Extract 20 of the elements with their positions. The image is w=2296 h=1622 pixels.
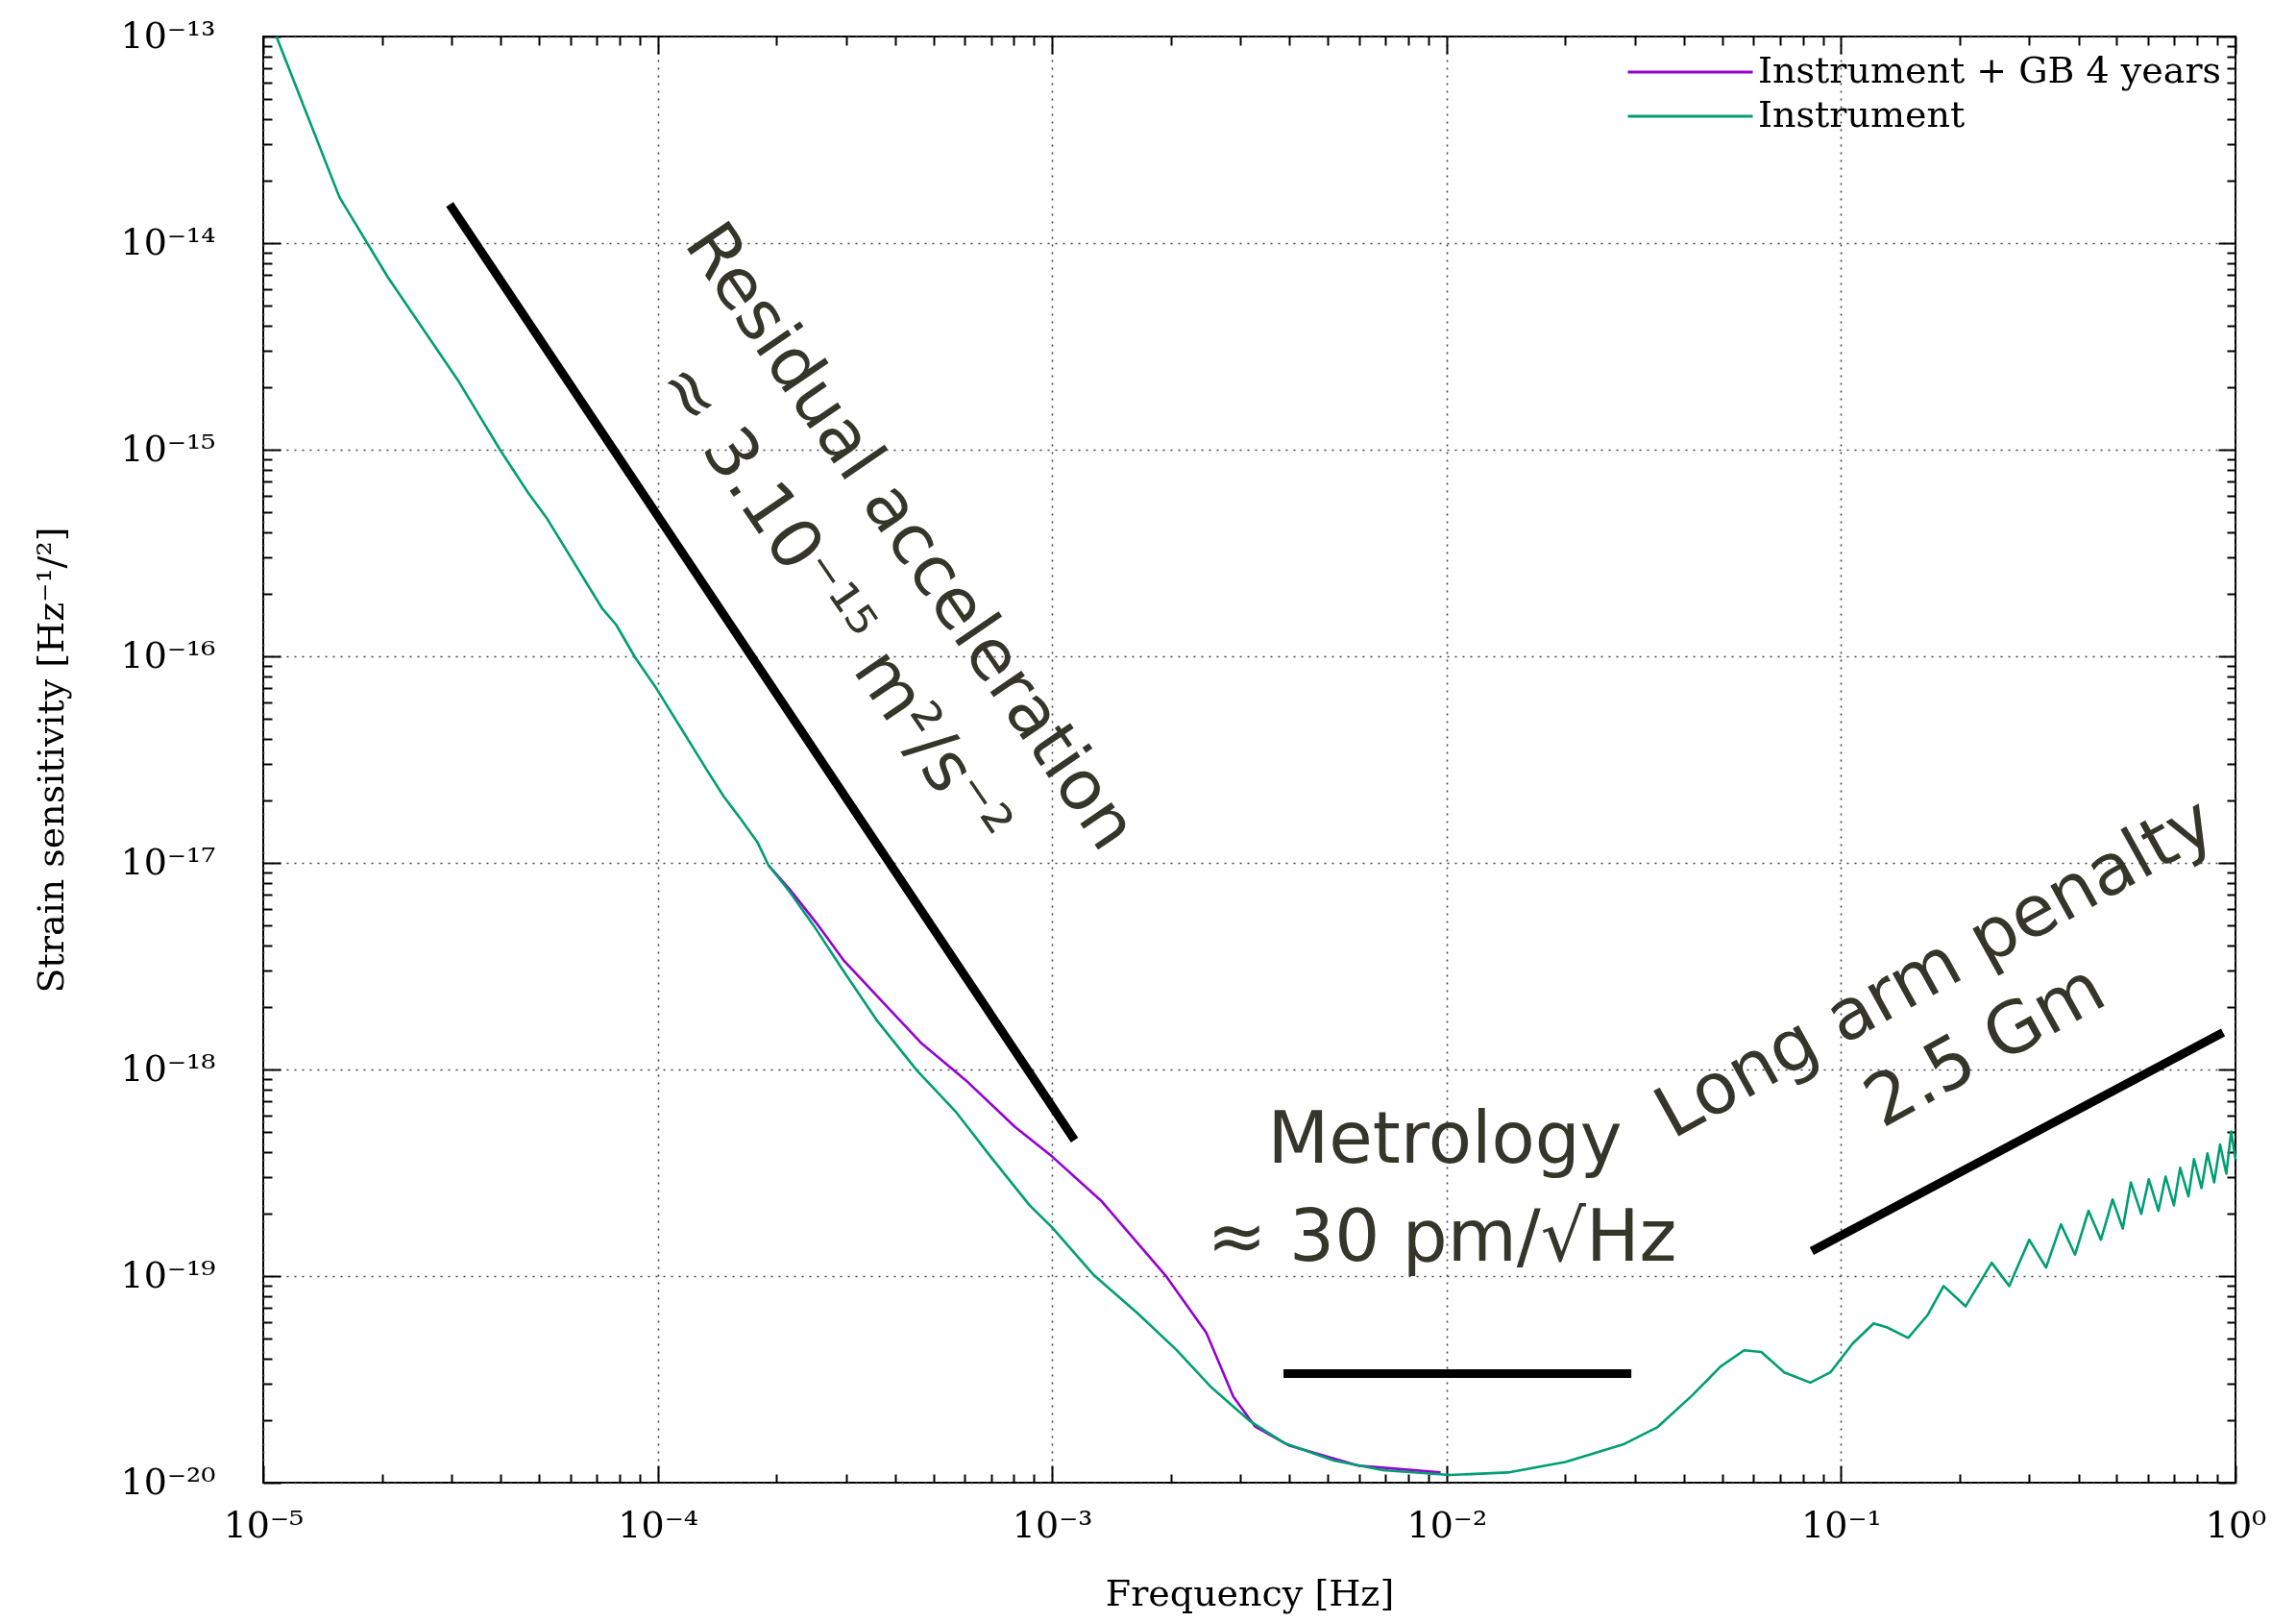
- y-tick-label: 10⁻¹⁸: [120, 1046, 216, 1090]
- x-tick-label: 10⁻³: [1012, 1503, 1093, 1546]
- x-tick-label: 10⁰: [2205, 1503, 2267, 1546]
- annotation: ≈ 30 pm/√Hz: [1207, 1194, 1677, 1277]
- x-tick-label: 10⁻²: [1406, 1503, 1488, 1546]
- x-axis-title: Frequency [Hz]: [1105, 1571, 1395, 1614]
- y-axis-title: Strain sensitivity [Hz⁻¹/²]: [29, 527, 72, 994]
- y-tick-label: 10⁻²⁰: [120, 1460, 216, 1503]
- x-tick-label: 10⁻⁴: [618, 1503, 698, 1546]
- x-tick-label: 10⁻⁵: [223, 1503, 305, 1546]
- y-tick-label: 10⁻¹⁹: [120, 1253, 216, 1296]
- legend-label: Instrument: [1758, 93, 1966, 135]
- y-tick-label: 10⁻¹⁴: [120, 220, 216, 263]
- y-tick-label: 10⁻¹³: [120, 13, 216, 57]
- annotation: Metrology: [1267, 1096, 1623, 1179]
- x-tick-label: 10⁻¹: [1801, 1503, 1882, 1546]
- y-tick-label: 10⁻¹⁷: [120, 840, 216, 883]
- y-tick-label: 10⁻¹⁵: [120, 427, 216, 470]
- y-tick-label: 10⁻¹⁶: [120, 633, 216, 676]
- legend-label: Instrument + GB 4 years: [1758, 49, 2222, 91]
